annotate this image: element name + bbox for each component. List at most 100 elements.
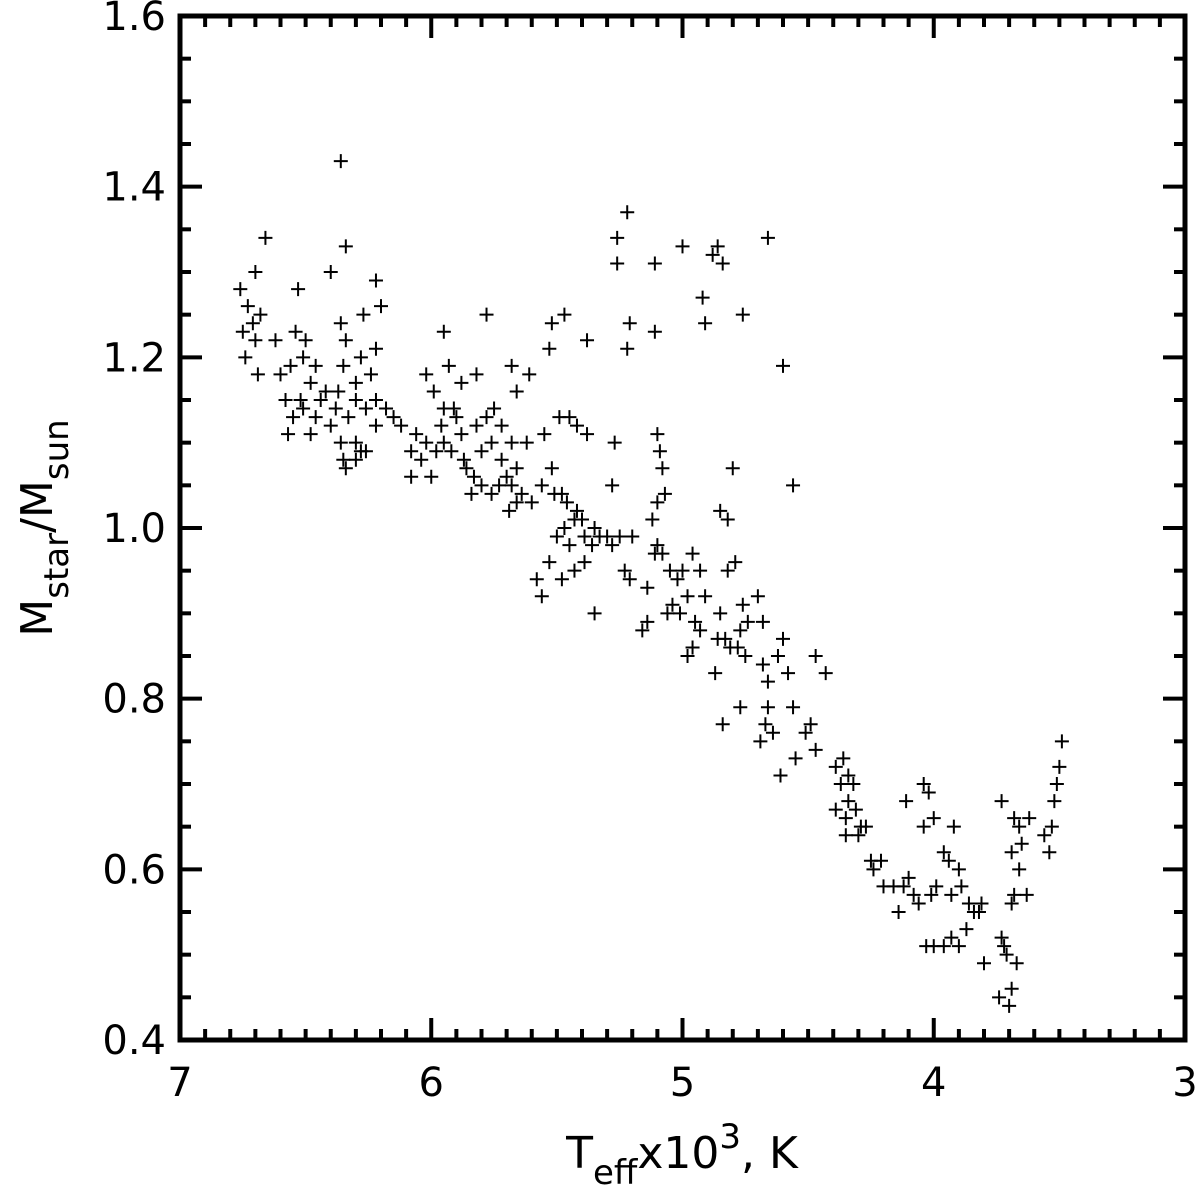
data-point bbox=[504, 478, 519, 493]
data-point bbox=[509, 384, 524, 399]
data-point bbox=[625, 529, 640, 544]
data-point bbox=[660, 606, 675, 621]
data-point bbox=[1012, 819, 1027, 834]
data-point bbox=[851, 828, 866, 843]
data-point bbox=[760, 674, 775, 689]
y-axis-title: Mstar/Msun bbox=[12, 419, 77, 636]
data-point bbox=[693, 623, 708, 638]
data-point bbox=[238, 350, 253, 365]
data-point bbox=[414, 452, 429, 467]
data-point bbox=[464, 486, 479, 501]
data-point bbox=[685, 546, 700, 561]
data-point bbox=[841, 768, 856, 783]
data-point bbox=[916, 819, 931, 834]
data-point bbox=[368, 273, 383, 288]
data-point bbox=[622, 572, 637, 587]
data-point bbox=[753, 734, 768, 749]
data-point bbox=[484, 486, 499, 501]
data-point bbox=[278, 393, 293, 407]
data-point bbox=[959, 922, 974, 937]
data-point bbox=[469, 367, 484, 382]
data-point bbox=[358, 401, 373, 416]
data-point bbox=[368, 341, 383, 356]
data-point bbox=[379, 401, 394, 416]
data-point bbox=[456, 452, 471, 467]
data-point bbox=[504, 435, 519, 450]
data-point bbox=[846, 777, 861, 791]
data-point bbox=[291, 282, 306, 297]
data-point bbox=[652, 444, 667, 459]
data-point bbox=[333, 154, 348, 169]
data-point bbox=[544, 461, 559, 476]
data-point bbox=[974, 896, 989, 911]
data-point bbox=[562, 538, 577, 553]
data-point bbox=[1009, 956, 1024, 971]
data-point bbox=[1047, 794, 1062, 809]
data-point bbox=[534, 478, 549, 493]
data-point bbox=[1049, 777, 1064, 791]
data-point bbox=[585, 538, 600, 553]
axis-tick-labels: 7 6 5 4 3 0.4 0.6 0.8 1.0 1.2 1.4 1.6 bbox=[102, 0, 1197, 1106]
data-point bbox=[650, 495, 665, 510]
data-point bbox=[750, 589, 765, 604]
data-point bbox=[504, 358, 519, 373]
data-point bbox=[755, 614, 770, 629]
data-point bbox=[735, 307, 750, 322]
data-point bbox=[954, 879, 969, 894]
data-point bbox=[936, 845, 951, 860]
data-point bbox=[620, 341, 635, 356]
data-point bbox=[577, 529, 592, 544]
data-point bbox=[680, 589, 695, 604]
data-point bbox=[994, 794, 1009, 809]
data-point bbox=[469, 418, 484, 433]
data-point bbox=[961, 896, 976, 911]
data-point bbox=[730, 640, 745, 655]
data-point bbox=[368, 393, 383, 407]
data-point bbox=[655, 461, 670, 476]
data-point bbox=[675, 239, 690, 254]
data-point bbox=[524, 495, 539, 510]
data-point bbox=[449, 410, 464, 425]
data-point bbox=[1022, 811, 1037, 826]
data-point bbox=[713, 503, 728, 518]
data-point bbox=[253, 307, 268, 322]
data-point bbox=[733, 623, 748, 638]
data-point bbox=[622, 316, 637, 331]
data-point bbox=[1004, 845, 1019, 860]
data-point bbox=[336, 358, 351, 373]
data-point bbox=[248, 333, 263, 348]
data-point bbox=[929, 879, 944, 894]
data-point bbox=[404, 444, 419, 459]
x-axis-title-main: T bbox=[565, 1128, 593, 1179]
data-point bbox=[808, 742, 823, 757]
data-point bbox=[926, 811, 941, 826]
x-axis-title-multiplier: x10 bbox=[637, 1128, 719, 1179]
data-point bbox=[1044, 819, 1059, 834]
data-point bbox=[1002, 998, 1017, 1013]
data-point bbox=[348, 393, 363, 407]
data-point bbox=[808, 649, 823, 663]
data-point bbox=[788, 751, 803, 766]
data-point bbox=[323, 265, 338, 279]
data-point bbox=[502, 503, 517, 518]
data-point bbox=[1037, 828, 1052, 843]
data-point bbox=[336, 452, 351, 467]
data-point bbox=[858, 819, 873, 834]
data-point bbox=[288, 324, 303, 339]
data-point bbox=[698, 316, 713, 331]
data-point bbox=[235, 324, 250, 339]
data-point bbox=[755, 657, 770, 672]
data-point bbox=[474, 478, 489, 493]
data-point bbox=[620, 205, 635, 220]
data-point bbox=[308, 358, 323, 373]
data-point bbox=[688, 614, 703, 629]
data-point bbox=[363, 367, 378, 382]
data-point bbox=[318, 384, 333, 399]
x-tick-label: 4 bbox=[921, 1060, 946, 1106]
data-point bbox=[818, 666, 833, 681]
data-point bbox=[409, 427, 424, 442]
data-point bbox=[944, 887, 959, 902]
data-point bbox=[419, 435, 434, 450]
data-point bbox=[896, 879, 911, 894]
data-point bbox=[946, 819, 961, 834]
